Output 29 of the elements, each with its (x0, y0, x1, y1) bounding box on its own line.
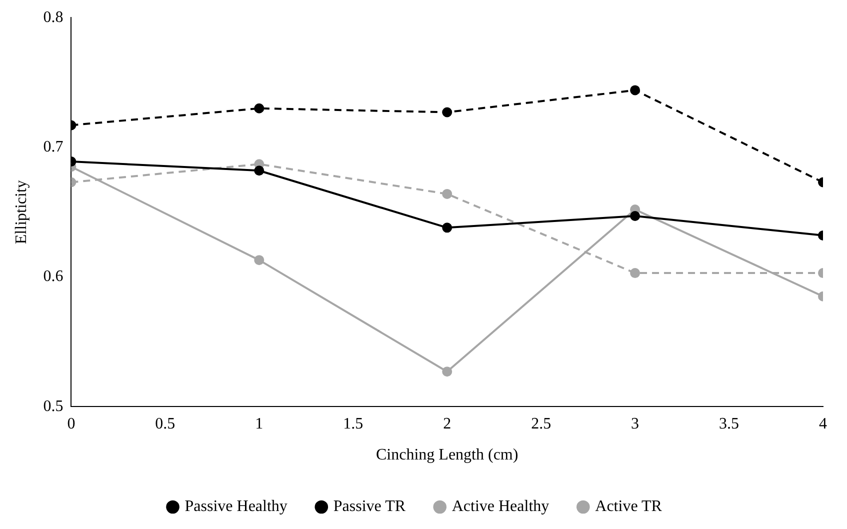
legend-label: Passive Healthy (184, 498, 288, 516)
legend-label: Active Healthy (452, 498, 550, 516)
x-tick-label: 1 (255, 415, 264, 432)
point (254, 103, 264, 114)
x-tick-label: 0.5 (155, 415, 176, 432)
point (630, 210, 640, 221)
x-tick-label: 0 (67, 415, 76, 432)
legend-label: Active TR (595, 498, 662, 516)
point (442, 222, 452, 233)
x-tick-label: 1.5 (343, 415, 364, 432)
y-tick-label: 0.8 (43, 8, 64, 26)
point (442, 107, 452, 118)
x-tick-label: 3 (631, 415, 640, 432)
point (630, 85, 640, 96)
point (442, 366, 452, 377)
y-tick-label: 0.6 (43, 268, 64, 286)
x-tick-label: 3.5 (719, 415, 740, 432)
x-axis-title: Cinching Length (cm) (376, 446, 518, 464)
point (254, 166, 264, 176)
x-tick-label: 2.5 (531, 415, 552, 432)
point (630, 268, 640, 278)
y-axis-title: Ellipticity (12, 180, 30, 244)
x-tick-label: 4 (819, 415, 827, 432)
point (442, 188, 452, 199)
y-tick-label: 0.5 (43, 398, 64, 415)
y-tick-label: 0.7 (43, 138, 64, 156)
x-tick-label: 2 (443, 415, 452, 432)
legend-label: Passive TR (333, 498, 406, 516)
point (254, 255, 264, 266)
